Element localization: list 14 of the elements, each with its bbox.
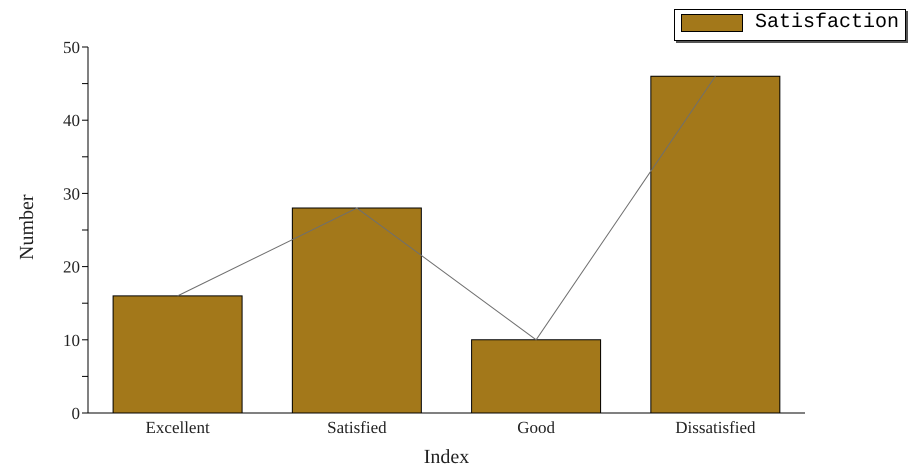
x-tick-label: Good xyxy=(517,418,556,438)
y-tick-label: 40 xyxy=(63,111,80,130)
x-tick-label: Excellent xyxy=(146,418,210,438)
x-tick-label: Dissatisfied xyxy=(675,418,756,438)
y-tick-label: 30 xyxy=(63,184,80,204)
x-axis-title: Index xyxy=(424,446,470,468)
y-axis-title: Number xyxy=(16,194,38,260)
y-tick-label: 50 xyxy=(63,38,80,58)
y-tick-label: 0 xyxy=(72,404,80,424)
line-series xyxy=(177,76,716,340)
x-tick-label: Satisfied xyxy=(327,418,388,438)
legend-label: Satisfaction xyxy=(754,11,899,34)
y-tick-label: 10 xyxy=(63,330,80,350)
y-tick-label: 20 xyxy=(63,258,80,277)
